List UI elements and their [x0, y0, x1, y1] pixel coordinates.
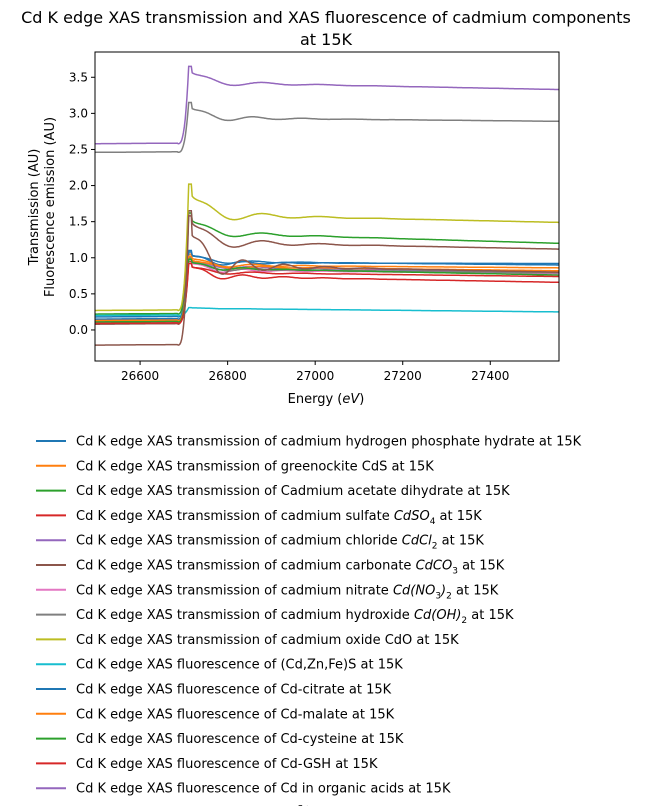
legend-entry: Cd K edge XAS fluorescence of Cd-citrate…	[76, 683, 392, 698]
series-line	[95, 251, 559, 320]
y-tick-label: 2.0	[69, 179, 88, 193]
legend-entry: Cd K edge XAS fluorescence of Cd in orga…	[76, 782, 451, 797]
y-axis-label-line2: Fluorescence emission (AU)	[43, 117, 58, 297]
series-line	[95, 183, 559, 312]
legend-entry: Cd K edge XAS transmission of cadmium ox…	[76, 633, 459, 648]
legend-entry: Cd K edge XAS fluorescence of Cd-GSH at …	[76, 757, 378, 772]
x-tick-label: 27200	[384, 369, 422, 383]
legend: Cd K edge XAS transmission of cadmium hy…	[36, 435, 582, 806]
legend-entry: Cd K edge XAS transmission of cadmium ca…	[76, 559, 505, 577]
series-line	[94, 101, 559, 154]
series-line	[95, 210, 559, 326]
legend-entry: Cd K edge XAS transmission of cadmium hy…	[76, 608, 514, 626]
y-tick-label: 2.5	[69, 142, 88, 156]
plot-area: 26600 26800 27000 27200 27400 0.0 0.5 1.0 1.5 2.…	[69, 51, 560, 383]
plot-frame	[94, 51, 560, 362]
series-line	[95, 65, 559, 145]
legend-entry: Cd K edge XAS transmission of Cadmium ac…	[76, 484, 510, 499]
legend-entry: Cd K edge XAS transmission of cadmium ch…	[76, 534, 484, 552]
series-lines	[94, 65, 560, 346]
y-axis-label-line1: Transmission (AU)	[27, 149, 42, 267]
y-tick-label: 1.0	[69, 251, 88, 265]
series-line	[95, 255, 560, 322]
series-line	[95, 262, 559, 325]
legend-entry: Cd K edge XAS fluorescence of Cd-cystein…	[76, 732, 404, 747]
x-axis-label: Energy (eV)	[288, 392, 365, 407]
x-tick-label: 27000	[296, 369, 334, 383]
x-tick-label: 26800	[209, 369, 247, 383]
series-line	[95, 258, 559, 323]
chart-title-line2: at 15K	[300, 30, 353, 49]
series-line	[95, 215, 559, 346]
y-tick-label: 3.5	[69, 70, 88, 84]
legend-entry: Cd K edge XAS fluorescence of Cd-malate …	[76, 707, 395, 722]
series-line	[95, 306, 559, 317]
legend-entry: Cd K edge XAS transmission of cadmium su…	[76, 509, 482, 527]
series-line	[95, 212, 559, 315]
x-axis-ticks: 26600 26800 27000 27200 27400	[121, 361, 509, 383]
y-axis-ticks: 0.0 0.5 1.0 1.5 2.0 2.5 3.0 3.5	[69, 70, 95, 337]
legend-entry: Cd K edge XAS transmission of greenockit…	[76, 459, 434, 474]
chart-title: Cd K edge XAS transmission and XAS fluor…	[21, 8, 631, 27]
legend-entry: Cd K edge XAS transmission of cadmium ni…	[76, 583, 499, 601]
legend-entry: Cd K edge XAS transmission of cadmium hy…	[76, 435, 582, 450]
series-line	[95, 249, 559, 318]
legend-entry: Cd K edge XAS fluorescence of Cd2+ at 15…	[76, 805, 358, 806]
x-tick-label: 26600	[121, 369, 159, 383]
y-tick-label: 0.5	[69, 287, 88, 301]
y-tick-label: 3.0	[69, 106, 88, 120]
y-tick-label: 1.5	[69, 215, 88, 229]
legend-entry: Cd K edge XAS fluorescence of (Cd,Zn,Fe)…	[76, 658, 403, 673]
x-tick-label: 27400	[471, 369, 509, 383]
y-tick-label: 0.0	[69, 323, 88, 337]
